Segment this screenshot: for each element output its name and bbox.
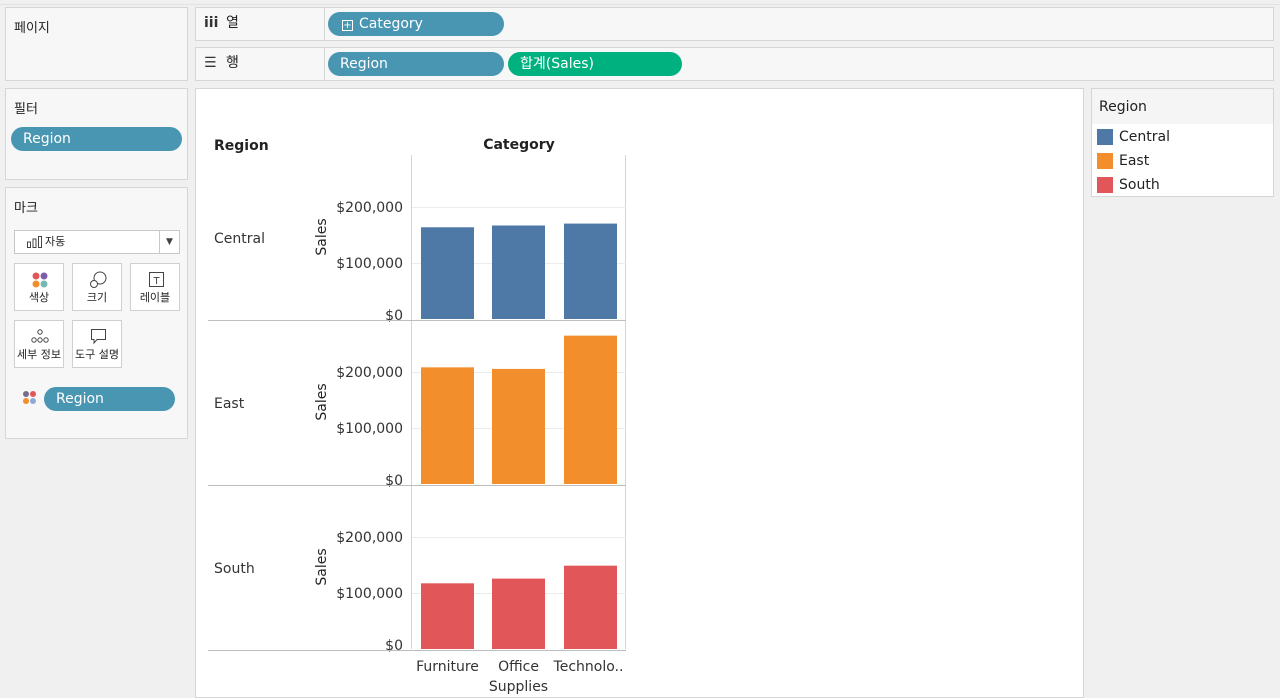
rows-pill-sum-sales[interactable]: 합계(Sales) xyxy=(508,52,682,76)
pages-panel: 페이지 xyxy=(5,7,188,81)
detail-button-label: 세부 정보 xyxy=(17,348,61,361)
row-label-south: South xyxy=(214,561,255,577)
bar-central-0 xyxy=(421,227,474,319)
legend-label: Central xyxy=(1119,129,1170,145)
label-button[interactable]: T 레이블 xyxy=(130,263,180,311)
rows-icon: ☰ xyxy=(204,55,217,71)
row-header-region: Region xyxy=(214,138,269,154)
legend-title: Region xyxy=(1092,89,1273,124)
marks-panel: 마크 자동 ▼ 색상 크기 T 레이블 xyxy=(5,187,188,439)
y-tick-label: $100,000 xyxy=(336,421,403,437)
y-tick-label: $200,000 xyxy=(336,200,403,216)
row-label-central: Central xyxy=(214,231,265,247)
detail-button[interactable]: 세부 정보 xyxy=(14,320,64,368)
filters-panel: 필터 Region xyxy=(5,88,188,180)
bar-central-1 xyxy=(492,225,545,319)
svg-text:T: T xyxy=(152,276,160,287)
columns-pill-label: Category xyxy=(359,16,423,32)
rows-label: 행 xyxy=(226,55,239,71)
y-tick-label: $200,000 xyxy=(336,365,403,381)
size-button-label: 크기 xyxy=(86,291,108,304)
x-tick-label: Technolo.. xyxy=(553,659,624,675)
size-button[interactable]: 크기 xyxy=(72,263,122,311)
row-label-east: East xyxy=(214,396,245,412)
mark-type-dropdown[interactable]: 자동 ▼ xyxy=(14,230,180,254)
tooltip-button-label: 도구 설명 xyxy=(75,348,119,361)
x-tick-label: Supplies xyxy=(489,679,548,695)
label-button-label: 레이블 xyxy=(139,291,171,304)
column-header-category: Category xyxy=(483,137,555,153)
x-tick-label: Office xyxy=(498,659,539,675)
legend-swatch xyxy=(1097,177,1113,193)
bar-chart: Region Category $0 $100,000 $200,000 Sales Cen… xyxy=(208,137,626,695)
columns-shelf: iii 열 + Category xyxy=(195,7,1274,41)
rows-shelf: ☰ 행 Region 합계(Sales) xyxy=(195,47,1274,81)
marks-title: 마크 xyxy=(14,201,38,216)
bar-east-0 xyxy=(421,367,474,484)
tooltip-button[interactable]: 도구 설명 xyxy=(72,320,122,368)
columns-pill-category[interactable]: + Category xyxy=(328,12,504,36)
rows-pill-region[interactable]: Region xyxy=(328,52,504,76)
legend-swatch xyxy=(1097,153,1113,169)
chevron-down-icon: ▼ xyxy=(159,231,179,253)
bar-central-2 xyxy=(564,223,617,319)
legend-label: East xyxy=(1119,153,1150,169)
y-tick-label: $0 xyxy=(385,638,403,654)
size-icon xyxy=(90,271,107,288)
y-tick-label: $100,000 xyxy=(336,256,403,272)
legend-label: South xyxy=(1119,177,1160,193)
color-field-icon xyxy=(23,391,36,404)
view-canvas: Region Category $0 $100,000 $200,000 Sales Cen… xyxy=(195,88,1084,698)
color-button[interactable]: 색상 xyxy=(14,263,64,311)
expand-icon: + xyxy=(342,20,353,31)
columns-label: 열 xyxy=(226,15,239,31)
detail-icon xyxy=(31,329,49,343)
pages-title: 페이지 xyxy=(14,21,50,36)
y-tick-label: $100,000 xyxy=(336,586,403,602)
bar-east-2 xyxy=(564,335,617,484)
legend-swatch xyxy=(1097,129,1113,145)
tooltip-icon xyxy=(91,329,106,345)
color-button-label: 색상 xyxy=(28,291,50,304)
label-icon: T xyxy=(149,272,164,287)
color-legend: Region Central East South xyxy=(1091,88,1274,197)
color-field-pill-region[interactable]: Region xyxy=(44,387,175,411)
bar-east-1 xyxy=(492,368,545,484)
top-strip xyxy=(0,0,1280,5)
color-icon xyxy=(32,272,48,288)
bar-south-0 xyxy=(421,583,474,649)
mark-type-value: 자동 xyxy=(45,235,66,248)
filters-title: 필터 xyxy=(14,102,38,117)
bar-south-1 xyxy=(492,578,545,649)
y-axis-label: Sales xyxy=(314,218,330,255)
y-tick-label: $0 xyxy=(385,473,403,489)
y-axis-label: Sales xyxy=(314,548,330,585)
y-tick-label: $200,000 xyxy=(336,530,403,546)
bar-chart-icon xyxy=(27,236,42,248)
y-tick-label: $0 xyxy=(385,308,403,324)
x-tick-label: Furniture xyxy=(416,659,479,675)
filter-pill-region[interactable]: Region xyxy=(11,127,182,151)
columns-icon: iii xyxy=(204,15,219,31)
y-axis-label: Sales xyxy=(314,383,330,420)
bar-south-2 xyxy=(564,565,617,649)
